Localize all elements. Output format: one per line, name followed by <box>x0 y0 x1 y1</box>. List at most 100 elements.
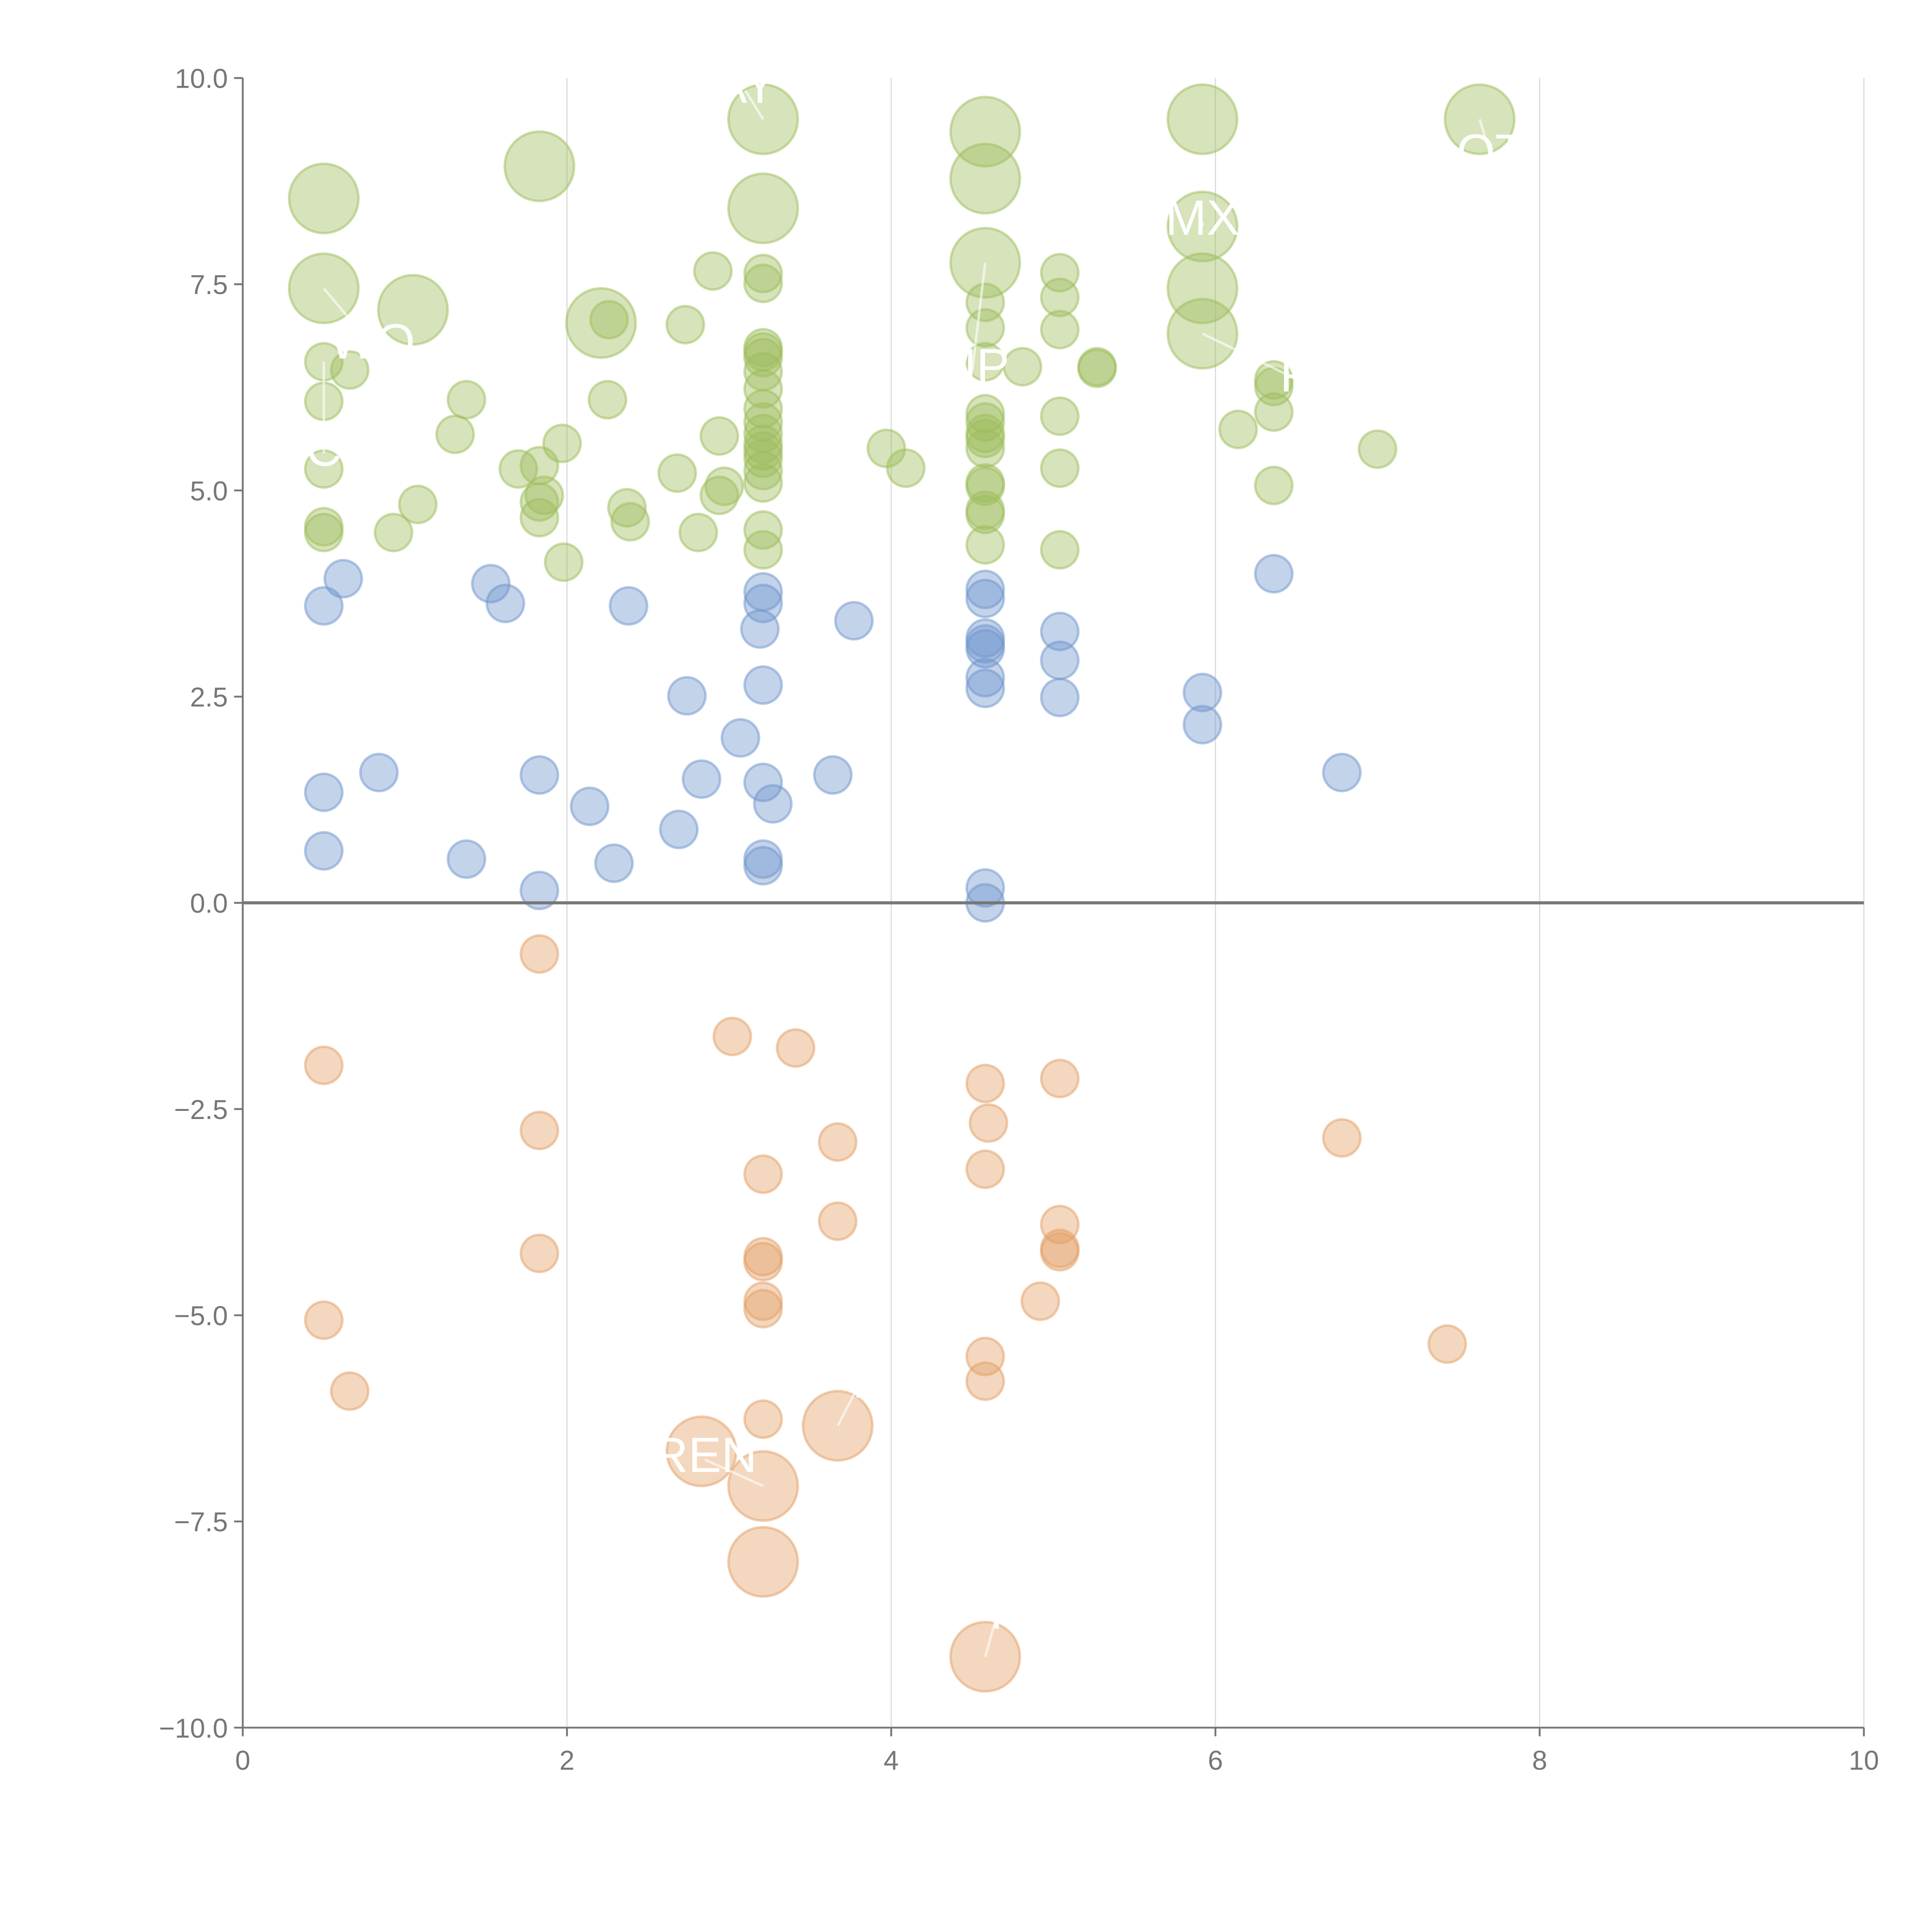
y-tick-label: 2.5 <box>190 682 228 713</box>
blue-point <box>813 755 853 795</box>
annotation-label: WO <box>330 314 415 369</box>
x-tick-label: 6 <box>1208 1745 1223 1776</box>
orange-point <box>818 1201 858 1241</box>
green-point <box>743 530 783 570</box>
annotation-leader <box>837 1384 860 1427</box>
green-point <box>330 350 370 390</box>
blue-point <box>304 831 344 871</box>
annotation-leader <box>1478 119 1492 157</box>
green-point <box>587 380 628 420</box>
orange-point <box>965 1361 1005 1401</box>
green-point <box>374 512 413 553</box>
blue-point <box>323 559 363 599</box>
annotation-label: T <box>981 1584 1012 1639</box>
blue-point <box>1254 554 1294 594</box>
blue-point <box>1040 640 1080 680</box>
blue-point <box>743 665 783 705</box>
blue-point <box>570 786 610 827</box>
green-point <box>704 466 744 506</box>
blue-point <box>965 658 1005 698</box>
orange-point <box>304 1045 344 1085</box>
blue-point <box>743 583 783 623</box>
blue-point <box>743 572 783 612</box>
blue-point <box>834 601 874 641</box>
green-point <box>965 418 1005 459</box>
green-point <box>610 502 650 542</box>
blue-point <box>965 578 1005 619</box>
orange-point <box>949 1621 1021 1693</box>
annotation-leader <box>984 1616 998 1657</box>
orange-point <box>519 1233 560 1274</box>
orange-point <box>1427 1324 1467 1364</box>
orange-point <box>965 1149 1005 1189</box>
blue-point <box>965 668 1005 708</box>
annotation-label: REN <box>653 1427 757 1483</box>
green-point <box>288 162 360 235</box>
orange-point <box>519 934 560 974</box>
annotation-label: MX <box>1165 190 1240 246</box>
green-point <box>743 463 783 503</box>
blue-point <box>720 718 760 758</box>
y-tick-label: −10.0 <box>159 1713 228 1743</box>
orange-point <box>965 1063 1005 1104</box>
green-point <box>965 466 1005 506</box>
annotation-label: MP <box>935 339 1009 394</box>
green-point <box>607 488 647 528</box>
x-tick-label: 2 <box>560 1745 575 1776</box>
x-tick-label: 8 <box>1532 1745 1547 1776</box>
green-point <box>542 423 582 463</box>
green-point <box>1040 530 1080 570</box>
blue-point <box>359 752 399 793</box>
green-point <box>949 143 1021 215</box>
green-point <box>1040 310 1080 350</box>
annotation-leader <box>971 262 986 371</box>
blue-point <box>965 629 1005 669</box>
blue-point <box>1182 672 1223 713</box>
green-point <box>1077 349 1117 388</box>
orange-point <box>304 1300 344 1340</box>
blue-point <box>965 868 1005 908</box>
blue-point <box>609 586 649 626</box>
orange-point <box>1040 1232 1080 1272</box>
blue-point <box>1182 705 1223 745</box>
blue-point <box>965 570 1005 609</box>
green-point <box>503 130 575 202</box>
orange-point <box>665 1415 738 1488</box>
blue-point <box>471 564 511 604</box>
green-point <box>743 253 783 294</box>
green-point <box>1166 83 1238 155</box>
green-point <box>743 264 783 303</box>
orange-point <box>968 1103 1009 1143</box>
green-point <box>1254 466 1294 505</box>
green-point <box>524 475 564 515</box>
green-point <box>1040 448 1080 488</box>
blue-point <box>594 843 634 883</box>
orange-point <box>712 1017 752 1056</box>
green-point <box>519 482 560 522</box>
orange-point <box>818 1122 858 1162</box>
blue-point <box>304 586 344 626</box>
blue-point <box>1040 677 1080 718</box>
green-point <box>886 448 926 488</box>
orange-point <box>743 1399 783 1439</box>
annotation-leader <box>744 90 764 120</box>
blue-point <box>682 759 721 799</box>
green-point <box>665 304 705 345</box>
green-point <box>743 338 783 378</box>
blue-point <box>304 772 344 812</box>
annotation-label: P <box>1280 347 1313 402</box>
y-tick-label: −2.5 <box>174 1094 228 1125</box>
green-point <box>589 300 629 340</box>
green-point <box>446 380 486 420</box>
green-point <box>657 453 697 493</box>
blue-point <box>519 871 560 910</box>
green-point <box>965 494 1005 534</box>
blue-point <box>446 839 486 879</box>
green-point <box>743 451 783 491</box>
green-point <box>699 416 739 456</box>
orange-point <box>1322 1118 1362 1158</box>
green-point <box>304 512 344 553</box>
x-tick-label: 10 <box>1849 1745 1879 1776</box>
green-point <box>544 542 584 582</box>
